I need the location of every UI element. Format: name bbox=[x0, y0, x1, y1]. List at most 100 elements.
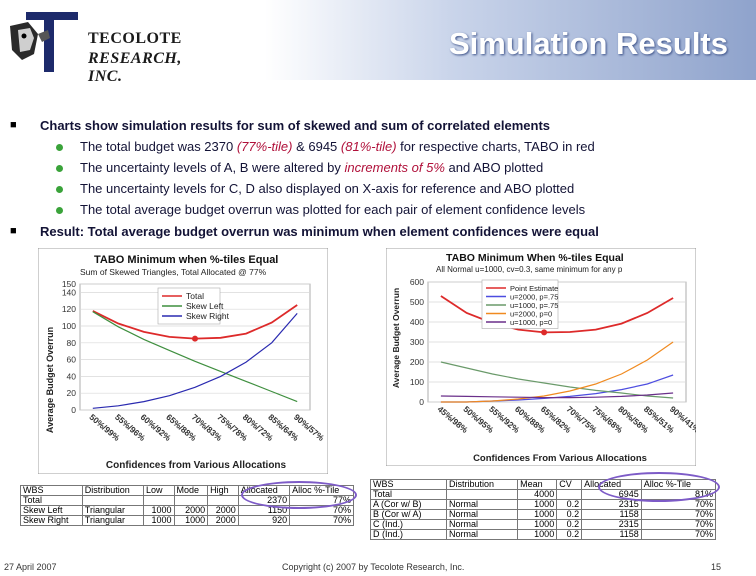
y-tick-label: 100 bbox=[62, 321, 76, 331]
minimum-marker bbox=[192, 335, 198, 342]
right-table-cell: 1000 bbox=[517, 519, 558, 530]
y-tick-label: 140 bbox=[62, 287, 76, 297]
bullet-main-1: ■ Charts show simulation results for sum… bbox=[10, 118, 550, 133]
right-table-cell: 1000 bbox=[517, 509, 558, 520]
left-table-cell bbox=[207, 495, 239, 506]
series-line-u-1000-p-0 bbox=[440, 392, 674, 399]
right-table-header-cell: Distribution bbox=[446, 479, 519, 490]
right-table-cell: 70% bbox=[640, 529, 717, 540]
left-table-header-cell: Low bbox=[142, 485, 175, 496]
y-tick-label: 0 bbox=[71, 405, 76, 415]
right-table-cell: 0.2 bbox=[556, 519, 583, 530]
left-table-cell: Triangular bbox=[81, 515, 144, 526]
left-table-row: Skew Right Triangular 1000 1000 2000 920 70% bbox=[20, 515, 354, 526]
y-tick-label: 150 bbox=[62, 279, 76, 289]
bullet-sub-4: The total average budget overrun was plo… bbox=[56, 202, 585, 217]
footer-page-number: 15 bbox=[711, 562, 722, 572]
y-tick-label: 40 bbox=[67, 371, 77, 381]
legend-label: Point Estimate bbox=[510, 284, 558, 293]
left-chart-subtitle: Sum of Skewed Triangles, Total Allocated… bbox=[80, 267, 267, 277]
right-table-cell: 70% bbox=[640, 509, 717, 520]
bullet-sub-2: The uncertainty levels of A, B were alte… bbox=[56, 160, 544, 175]
left-table-header-cell: WBS bbox=[20, 485, 83, 496]
header-band bbox=[0, 0, 756, 80]
right-chart-title: TABO Minimum When %-tiles Equal bbox=[446, 252, 624, 264]
left-chart-svg: TABO Minimum when %-tiles Equal Sum of S… bbox=[38, 248, 328, 474]
sub2-text-a: The uncertainty levels of A, B were alte… bbox=[80, 160, 345, 175]
series-line-u-2000-p-0 bbox=[440, 341, 674, 403]
owl-logo-icon bbox=[10, 12, 78, 72]
right-table-cell: 0.2 bbox=[556, 499, 583, 510]
left-chart-title: TABO Minimum when %-tiles Equal bbox=[94, 254, 278, 266]
y-tick-label: 400 bbox=[410, 317, 424, 327]
sub2-highlight: increments of 5% bbox=[344, 160, 445, 175]
green-dot-icon bbox=[56, 186, 63, 193]
left-table-cell: 1000 bbox=[173, 515, 209, 526]
right-table-cell: Total bbox=[369, 489, 448, 500]
y-tick-label: 0 bbox=[419, 397, 424, 407]
slide-title: Simulation Results bbox=[448, 26, 728, 61]
right-table-cell: 1000 bbox=[517, 529, 558, 540]
right-table-cell: 1158 bbox=[581, 509, 642, 520]
right-table-cell: D (Ind.) bbox=[369, 529, 448, 540]
square-bullet-icon: ■ bbox=[10, 119, 17, 131]
right-table-cell: Normal bbox=[446, 499, 519, 510]
right-table-row: D (Ind.) Normal 1000 0.2 1158 70% bbox=[369, 529, 717, 540]
right-chart-svg: TABO Minimum When %-tiles Equal All Norm… bbox=[386, 248, 696, 466]
left-table-cell: 70% bbox=[289, 515, 354, 526]
left-table-cell: 2000 bbox=[173, 505, 209, 516]
company-logo: TECOLOTE RESEARCH, INC. bbox=[4, 8, 194, 85]
right-chart-ylabel: Average Budget Overrun bbox=[391, 288, 401, 388]
left-table-cell: 2000 bbox=[207, 505, 239, 516]
square-bullet-icon: ■ bbox=[10, 225, 17, 237]
right-table-cell bbox=[446, 489, 519, 500]
legend-label: Skew Right bbox=[186, 311, 230, 321]
right-chart-xlabel: Confidences From Various Allocations bbox=[473, 453, 647, 464]
footer-date: 27 April 2007 bbox=[4, 562, 57, 572]
legend-label: u=2000, p=.75 bbox=[510, 293, 558, 302]
green-dot-icon bbox=[56, 165, 63, 172]
right-table-cell: 0.2 bbox=[556, 529, 583, 540]
y-tick-label: 100 bbox=[410, 377, 424, 387]
series-line-skew-left bbox=[92, 311, 298, 403]
right-table-cell: 2315 bbox=[581, 499, 642, 510]
right-table-cell: 1000 bbox=[517, 499, 558, 510]
right-chart-subtitle: All Normal u=1000, cv=0.3, same minimum … bbox=[436, 265, 623, 274]
left-table-header-cell: Mode bbox=[173, 485, 209, 496]
right-chart: TABO Minimum When %-tiles Equal All Norm… bbox=[386, 248, 696, 466]
sub2-text-b: and ABO plotted bbox=[444, 160, 544, 175]
y-tick-label: 60 bbox=[67, 355, 77, 365]
left-table-cell bbox=[173, 495, 209, 506]
right-table-header-cell: Mean bbox=[517, 479, 558, 490]
footer-copyright: Copyright (c) 2007 by Tecolote Research,… bbox=[282, 562, 465, 572]
right-table-cell: Normal bbox=[446, 519, 519, 530]
right-table-cell: 1158 bbox=[581, 529, 642, 540]
left-table-cell: Total bbox=[20, 495, 83, 506]
legend-label: u=1000, p=0 bbox=[510, 318, 552, 327]
left-table-cell: 1000 bbox=[142, 505, 175, 516]
bullet-sub-3: The uncertainty levels for C, D also dis… bbox=[56, 181, 575, 196]
right-table-highlight-oval bbox=[598, 472, 720, 502]
bullet-main-2-text: Result: Total average budget overrun was… bbox=[40, 224, 599, 239]
legend-label: Total bbox=[186, 291, 204, 301]
right-table-cell: 4000 bbox=[517, 489, 558, 500]
sub1-text-a: The total budget was 2370 bbox=[80, 139, 237, 154]
left-chart-ylabel: Average Budget Overrun bbox=[45, 327, 55, 433]
right-table-header-cell: WBS bbox=[369, 479, 448, 490]
y-tick-label: 20 bbox=[67, 388, 77, 398]
left-table-cell: 1000 bbox=[142, 515, 175, 526]
right-table-row: B (Cor w/ A) Normal 1000 0.2 1158 70% bbox=[369, 509, 717, 520]
right-table-cell: 0.2 bbox=[556, 509, 583, 520]
y-tick-label: 80 bbox=[67, 338, 77, 348]
y-tick-label: 120 bbox=[62, 304, 76, 314]
y-tick-label: 500 bbox=[410, 297, 424, 307]
left-table-cell: Skew Left bbox=[20, 505, 83, 516]
right-table-cell: B (Cor w/ A) bbox=[369, 509, 448, 520]
sub1-text-b: & 6945 bbox=[292, 139, 341, 154]
right-table-cell bbox=[556, 489, 583, 500]
sub3-text: The uncertainty levels for C, D also dis… bbox=[80, 181, 575, 196]
legend-label: Skew Left bbox=[186, 301, 224, 311]
series-line-u-1000-p-75 bbox=[440, 361, 674, 399]
logo-text-line1: TECOLOTE bbox=[88, 30, 182, 47]
right-table-cell: Normal bbox=[446, 509, 519, 520]
